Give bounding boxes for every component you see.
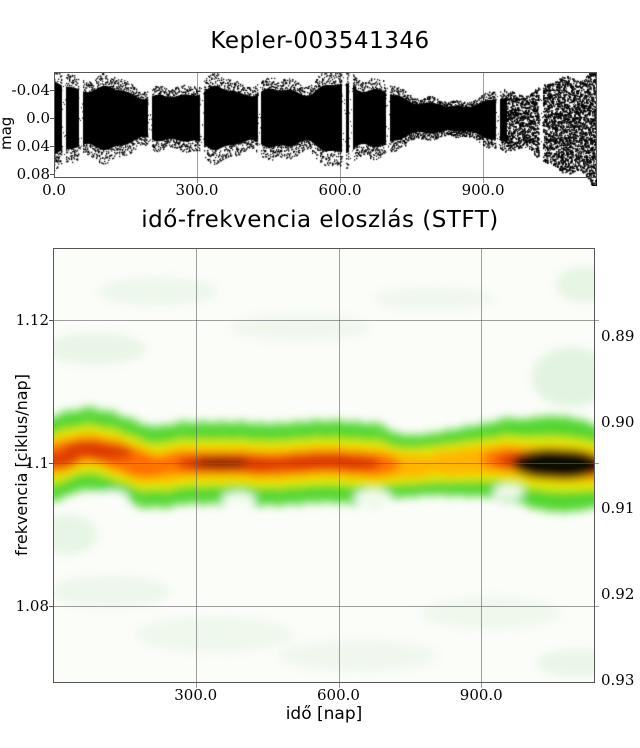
stft-right-tick-label: 0.92 xyxy=(601,585,635,603)
stft-heatmap xyxy=(53,248,595,683)
stft-x-tick-label: 300.0 xyxy=(174,686,218,704)
stft-title: idő-frekvencia eloszlás (STFT) xyxy=(141,207,499,233)
stft-hole xyxy=(492,484,525,499)
stft-gridline-horizontal xyxy=(53,320,599,322)
stft-gridline-vertical xyxy=(481,248,483,688)
stft-gridline-horizontal xyxy=(53,605,599,607)
stft-right-tick-label: 0.93 xyxy=(601,671,635,689)
stft-left-tick-label: 1.08 xyxy=(15,596,49,615)
stft-band-blob xyxy=(526,449,595,480)
stft-left-tick-label: 1.12 xyxy=(15,311,49,330)
lightcurve-title: Kepler-003541346 xyxy=(210,28,430,54)
stft-wash xyxy=(531,347,595,408)
lightcurve-x-tick-label: 300.0 xyxy=(175,181,219,199)
stft-wash xyxy=(134,616,295,653)
stft-left-tick xyxy=(49,463,53,464)
lightcurve-y-tick xyxy=(50,118,54,119)
stft-band-blob xyxy=(81,444,134,461)
stft-gridline-vertical xyxy=(338,248,340,688)
stft-wash xyxy=(53,514,98,555)
stft-frame xyxy=(53,248,595,683)
stft-right-tick-label: 0.90 xyxy=(601,413,635,431)
stft-xlabel: idő [nap] xyxy=(285,704,363,724)
lightcurve-y-tick-label: 0.0 xyxy=(26,109,50,127)
lightcurve-frame xyxy=(54,72,597,178)
stft-gridline-vertical xyxy=(195,248,197,688)
stft-wash xyxy=(420,597,561,629)
lightcurve-y-tick xyxy=(50,146,54,147)
lightcurve-x-tick-label: 0.0 xyxy=(42,181,66,199)
stft-left-tick xyxy=(49,605,53,607)
stft-wash xyxy=(277,639,438,672)
lightcurve-plot xyxy=(54,72,597,186)
lightcurve-y-tick xyxy=(50,90,54,91)
stft-wash xyxy=(53,332,146,365)
stft-right-tick-label: 0.89 xyxy=(601,327,635,345)
stft-band-blob xyxy=(233,456,286,473)
lightcurve-x-tick-label: 900.0 xyxy=(461,181,505,199)
stft-wash xyxy=(373,286,494,311)
stft-wash xyxy=(555,266,595,303)
lightcurve-y-tick xyxy=(50,174,54,175)
lightcurve-y-tick-label: 0.08 xyxy=(16,165,50,183)
lightcurve-y-tick-label: 0.04 xyxy=(16,137,50,155)
stft-wash xyxy=(97,277,218,306)
stft-wash xyxy=(536,649,595,677)
stft-left-tick-label: 1.1 xyxy=(25,454,49,472)
stft-gridline-horizontal xyxy=(53,463,599,464)
stft-hole xyxy=(98,490,129,505)
stft-hole xyxy=(221,491,256,506)
lightcurve-x-tick-label: 600.0 xyxy=(318,181,362,199)
stft-hole xyxy=(353,489,392,506)
stft-wash xyxy=(53,575,171,608)
stft-x-tick-label: 900.0 xyxy=(459,686,503,704)
stft-right-tick-label: 0.91 xyxy=(601,499,635,517)
lightcurve-y-tick-label: -0.04 xyxy=(11,81,50,99)
stft-left-tick xyxy=(49,320,53,322)
stft-x-tick-label: 600.0 xyxy=(317,686,360,704)
